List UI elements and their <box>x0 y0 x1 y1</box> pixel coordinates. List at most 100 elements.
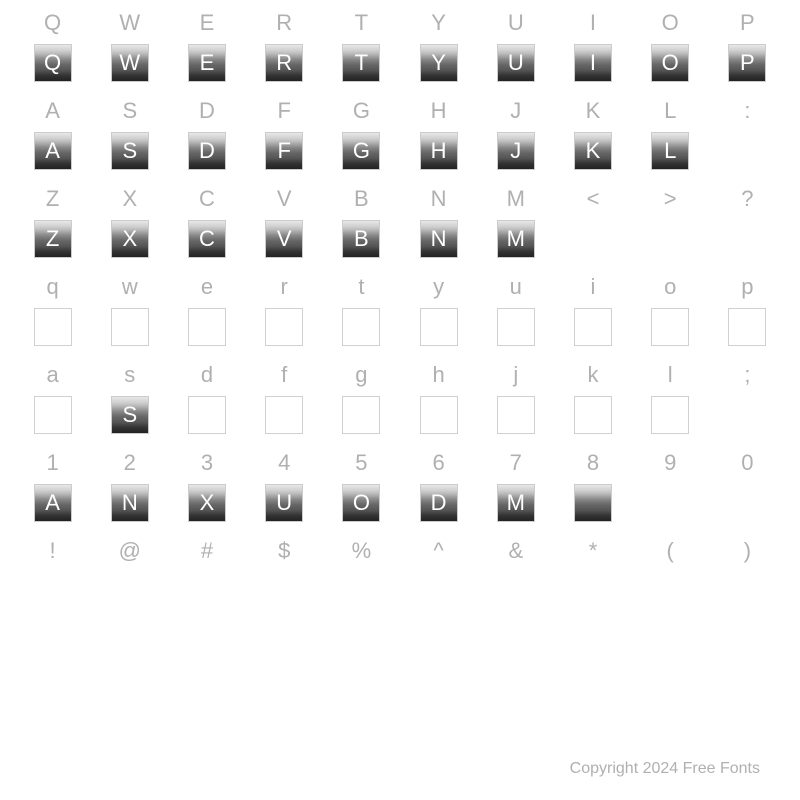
char-cell: u <box>483 274 548 362</box>
glyph: O <box>342 484 380 522</box>
key-label: : <box>744 98 750 124</box>
glyph <box>651 220 689 258</box>
glyph: D <box>420 484 458 522</box>
glyph-letter: D <box>431 490 447 516</box>
char-cell: h <box>406 362 471 450</box>
glyph-letter: U <box>276 490 292 516</box>
glyph <box>111 308 149 346</box>
char-cell: 9 <box>638 450 703 538</box>
glyph: S <box>111 132 149 170</box>
char-cell: AA <box>20 98 85 186</box>
key-label: u <box>510 274 522 300</box>
key-label: r <box>281 274 288 300</box>
key-label: 7 <box>510 450 522 476</box>
key-label: D <box>199 98 215 124</box>
glyph-letter: I <box>590 50 596 76</box>
char-cell: XX <box>97 186 162 274</box>
glyph: Z <box>34 220 72 258</box>
key-label: ( <box>667 538 674 564</box>
char-cell: WW <box>97 10 162 98</box>
key-label: E <box>200 10 215 36</box>
char-cell: f <box>252 362 317 450</box>
char-cell: PP <box>715 10 780 98</box>
key-label: ^ <box>433 538 443 564</box>
char-cell: % <box>329 538 394 626</box>
key-label: % <box>352 538 372 564</box>
char-cell: ; <box>715 362 780 450</box>
glyph-letter: X <box>122 226 137 252</box>
char-cell: DD <box>174 98 239 186</box>
glyph <box>265 308 303 346</box>
glyph-letter: L <box>664 138 676 164</box>
glyph-letter: C <box>199 226 215 252</box>
glyph <box>574 396 612 434</box>
glyph-letter: S <box>122 402 137 428</box>
glyph <box>497 572 535 610</box>
char-cell: FF <box>252 98 317 186</box>
key-label: k <box>587 362 598 388</box>
char-cell: r <box>252 274 317 362</box>
glyph-letter: R <box>276 50 292 76</box>
char-cell: CC <box>174 186 239 274</box>
char-cell: MM <box>483 186 548 274</box>
glyph-letter: Q <box>44 50 61 76</box>
glyph-letter: U <box>508 50 524 76</box>
glyph <box>188 308 226 346</box>
char-cell: * <box>560 538 625 626</box>
key-label: F <box>277 98 290 124</box>
char-cell: : <box>715 98 780 186</box>
key-label: K <box>586 98 601 124</box>
glyph-letter: T <box>355 50 368 76</box>
glyph: D <box>188 132 226 170</box>
key-label: o <box>664 274 676 300</box>
key-label: T <box>355 10 368 36</box>
glyph: X <box>188 484 226 522</box>
char-cell: @ <box>97 538 162 626</box>
glyph: W <box>111 44 149 82</box>
char-cell: 1A <box>20 450 85 538</box>
glyph <box>265 396 303 434</box>
char-cell: SS <box>97 98 162 186</box>
key-label: M <box>507 186 525 212</box>
glyph <box>651 396 689 434</box>
glyph: L <box>651 132 689 170</box>
key-label: 4 <box>278 450 290 476</box>
glyph: U <box>497 44 535 82</box>
glyph-letter: B <box>354 226 369 252</box>
glyph <box>342 396 380 434</box>
char-cell: o <box>638 274 703 362</box>
glyph <box>728 396 766 434</box>
key-label: 5 <box>355 450 367 476</box>
glyph <box>420 572 458 610</box>
key-label: Z <box>46 186 59 212</box>
glyph <box>265 572 303 610</box>
char-cell: EE <box>174 10 239 98</box>
key-label: s <box>124 362 135 388</box>
char-cell: 6D <box>406 450 471 538</box>
char-cell: 4U <box>252 450 317 538</box>
glyph <box>34 572 72 610</box>
glyph: R <box>265 44 303 82</box>
char-cell: p <box>715 274 780 362</box>
key-label: 2 <box>124 450 136 476</box>
char-cell: w <box>97 274 162 362</box>
glyph-letter: F <box>277 138 290 164</box>
glyph: F <box>265 132 303 170</box>
key-label: 8 <box>587 450 599 476</box>
char-cell: ) <box>715 538 780 626</box>
key-label: G <box>353 98 370 124</box>
glyph <box>574 220 612 258</box>
char-cell: > <box>638 186 703 274</box>
glyph: H <box>420 132 458 170</box>
char-cell: sS <box>97 362 162 450</box>
glyph: S <box>111 396 149 434</box>
glyph-letter: M <box>507 226 525 252</box>
char-cell: ! <box>20 538 85 626</box>
glyph: T <box>342 44 380 82</box>
char-cell: YY <box>406 10 471 98</box>
glyph: P <box>728 44 766 82</box>
key-label: p <box>741 274 753 300</box>
key-label: 9 <box>664 450 676 476</box>
glyph-letter: Z <box>46 226 59 252</box>
char-cell: 3X <box>174 450 239 538</box>
